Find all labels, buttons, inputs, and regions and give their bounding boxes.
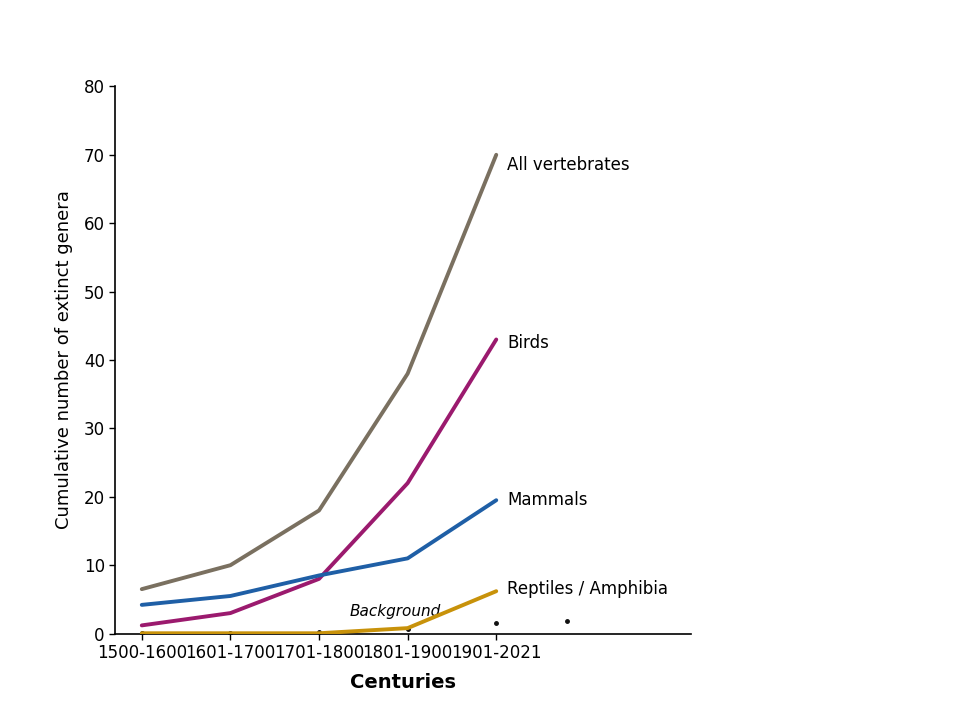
Text: Mammals: Mammals bbox=[507, 491, 588, 509]
X-axis label: Centuries: Centuries bbox=[350, 673, 456, 692]
Text: Reptiles / Amphibia: Reptiles / Amphibia bbox=[507, 580, 668, 598]
Y-axis label: Cumulative number of extinct genera: Cumulative number of extinct genera bbox=[55, 191, 73, 529]
Text: Background: Background bbox=[350, 604, 442, 619]
Text: Birds: Birds bbox=[507, 334, 549, 352]
Text: All vertebrates: All vertebrates bbox=[507, 156, 630, 174]
